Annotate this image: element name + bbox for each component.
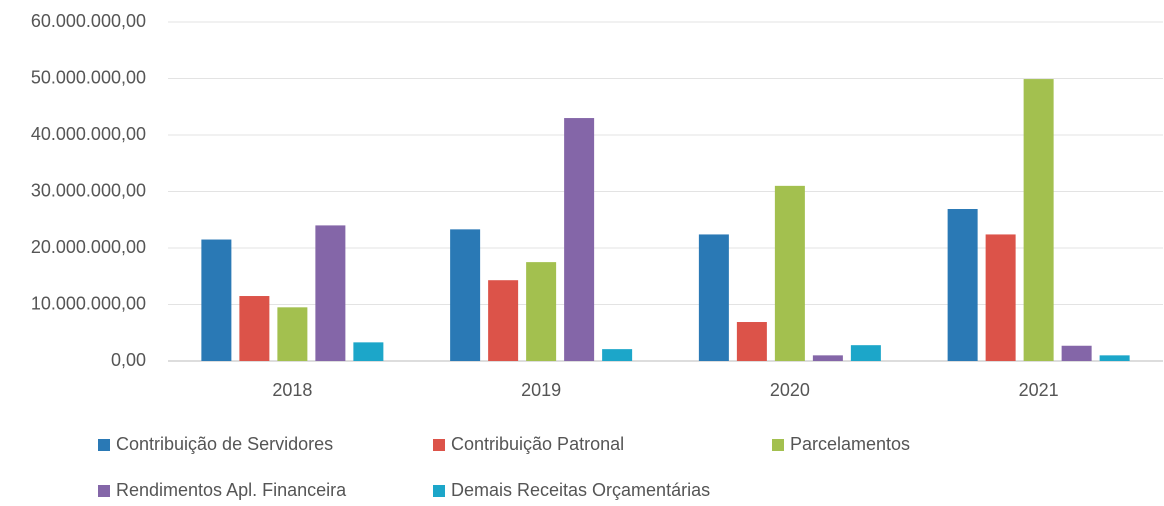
x-tick-label: 2019 [521, 380, 561, 400]
y-tick-label: 10.000.000,00 [31, 293, 146, 313]
y-tick-label: 60.000.000,00 [31, 11, 146, 31]
legend-swatch [98, 485, 110, 497]
y-tick-label: 20.000.000,00 [31, 237, 146, 257]
bar [698, 234, 729, 361]
bar [774, 185, 805, 361]
bar [239, 296, 270, 361]
bar [736, 322, 767, 361]
bar [1023, 79, 1054, 361]
bar [353, 342, 384, 361]
x-tick-label: 2018 [272, 380, 312, 400]
bar [602, 349, 633, 361]
bar [277, 307, 308, 361]
bar [201, 239, 232, 361]
bar [564, 118, 595, 361]
legend-label: Contribuição de Servidores [116, 434, 333, 454]
legend-label: Contribuição Patronal [451, 434, 624, 454]
bar [812, 355, 843, 361]
bar [1099, 355, 1130, 361]
legend-swatch [772, 439, 784, 451]
bar [450, 229, 481, 361]
bar [488, 280, 519, 361]
legend-swatch [433, 439, 445, 451]
legend-label: Rendimentos Apl. Financeira [116, 480, 347, 500]
legend-swatch [98, 439, 110, 451]
bar [315, 225, 346, 361]
bar [526, 262, 557, 361]
bar [985, 234, 1016, 361]
bar [1061, 345, 1092, 361]
legend-label: Parcelamentos [790, 434, 910, 454]
bar [850, 345, 881, 361]
legend-label: Demais Receitas Orçamentárias [451, 480, 710, 500]
x-tick-label: 2021 [1019, 380, 1059, 400]
y-tick-label: 50.000.000,00 [31, 67, 146, 87]
y-tick-label: 0,00 [111, 350, 146, 370]
y-tick-label: 40.000.000,00 [31, 124, 146, 144]
legend-swatch [433, 485, 445, 497]
bar [947, 209, 978, 361]
x-tick-label: 2020 [770, 380, 810, 400]
y-tick-label: 30.000.000,00 [31, 180, 146, 200]
